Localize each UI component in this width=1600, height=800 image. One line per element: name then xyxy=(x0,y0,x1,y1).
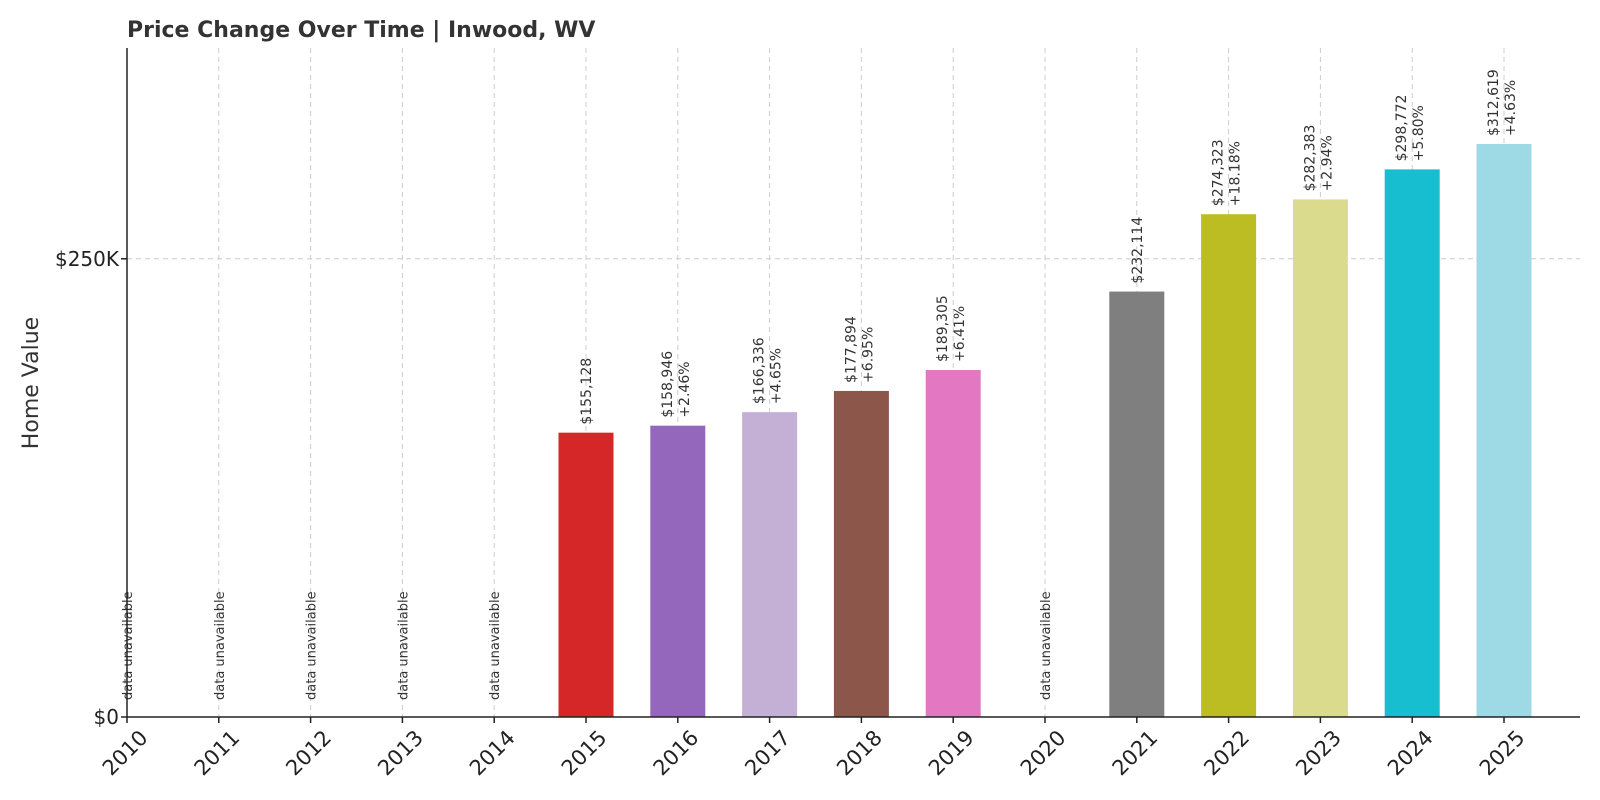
x-tick-label-2022: 2022 xyxy=(1199,726,1254,781)
bar-2024 xyxy=(1384,169,1440,717)
data-unavailable-label-2014: data unavailable xyxy=(488,591,503,700)
value-label-2018: $177,894 xyxy=(843,316,859,383)
bar-2016 xyxy=(650,425,706,717)
change-label-2024: +5.80% xyxy=(1411,105,1427,161)
change-label-2017: +4.65% xyxy=(769,348,785,404)
value-label-2019: $189,305 xyxy=(935,295,951,362)
value-label-2024: $298,772 xyxy=(1394,95,1410,162)
y-tick-label: $250K xyxy=(55,247,120,271)
bar-2022 xyxy=(1201,214,1257,717)
x-tick-label-2010: 2010 xyxy=(98,726,153,781)
bars xyxy=(558,144,1532,718)
data-unavailable-label-2011: data unavailable xyxy=(213,591,228,700)
x-tick-label-2021: 2021 xyxy=(1108,726,1163,781)
x-tick-label-2019: 2019 xyxy=(924,726,979,781)
value-label-2016: $158,946 xyxy=(660,351,676,418)
value-label-2021: $232,114 xyxy=(1130,217,1146,284)
change-label-2016: +2.46% xyxy=(677,361,693,417)
x-tick-label-2023: 2023 xyxy=(1291,726,1346,781)
x-tick-label-2024: 2024 xyxy=(1383,726,1438,781)
value-label-2015: $155,128 xyxy=(579,358,595,425)
y-axis-label: Home Value xyxy=(19,317,44,449)
chart-title: Price Change Over Time | Inwood, WV xyxy=(127,18,595,43)
data-unavailable-label-2020: data unavailable xyxy=(1039,591,1054,700)
x-tick-label-2014: 2014 xyxy=(465,726,520,781)
bar-2019 xyxy=(925,370,981,717)
x-tick-label-2015: 2015 xyxy=(557,726,612,781)
bar-2025 xyxy=(1476,144,1532,717)
bar-labels: data unavailable data unavailable data una… xyxy=(121,69,1519,700)
value-label-2025: $312,619 xyxy=(1486,69,1502,136)
change-label-2018: +6.95% xyxy=(860,327,876,383)
value-label-2023: $282,383 xyxy=(1302,125,1318,192)
x-tick-label-2017: 2017 xyxy=(740,726,795,781)
x-tick-label-2016: 2016 xyxy=(649,726,704,781)
x-tick-label-2013: 2013 xyxy=(373,726,428,781)
change-label-2022: +18.18% xyxy=(1228,141,1244,206)
bar-2015 xyxy=(558,432,614,717)
x-tick-label-2011: 2011 xyxy=(190,726,245,781)
bar-2017 xyxy=(742,412,798,717)
data-unavailable-label-2012: data unavailable xyxy=(305,591,320,700)
change-label-2025: +4.63% xyxy=(1503,80,1519,136)
bar-2023 xyxy=(1292,199,1348,718)
data-unavailable-label-2010: data unavailable xyxy=(121,591,136,700)
x-tick-label-2020: 2020 xyxy=(1016,726,1071,781)
value-label-2022: $274,323 xyxy=(1211,139,1227,206)
x-tick-label-2018: 2018 xyxy=(832,726,887,781)
data-unavailable-label-2013: data unavailable xyxy=(396,591,411,700)
change-label-2023: +2.94% xyxy=(1319,135,1335,191)
x-ticks: 2010 2011 2012 2013 2014 2015 2016 2017 2018 2019… xyxy=(98,717,1530,780)
y-ticks: $0 $250K xyxy=(55,247,127,729)
change-label-2019: +6.41% xyxy=(952,306,968,362)
x-tick-label-2012: 2012 xyxy=(281,726,336,781)
bar-2021 xyxy=(1109,291,1165,717)
value-label-2017: $166,336 xyxy=(752,337,768,404)
x-tick-label-2025: 2025 xyxy=(1475,726,1530,781)
bar-2018 xyxy=(833,390,889,717)
axes xyxy=(126,48,1580,718)
y-tick-label: $0 xyxy=(94,705,119,729)
